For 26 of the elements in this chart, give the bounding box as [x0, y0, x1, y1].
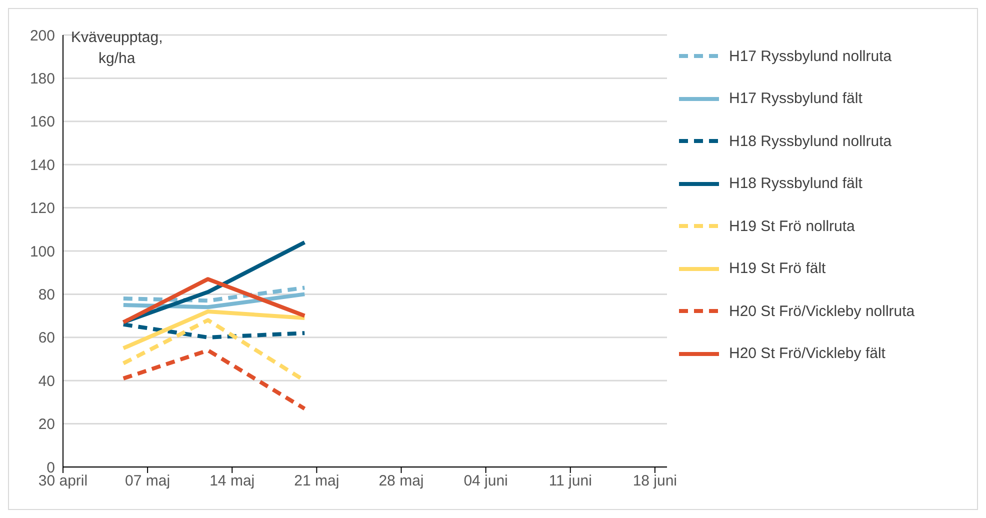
- y-tick-label: 40: [38, 372, 55, 390]
- x-tick-label: 04 juni: [464, 472, 508, 490]
- legend-label: H17 Ryssbylund fält: [729, 90, 862, 108]
- y-tick-label: 80: [38, 286, 55, 304]
- y-tick-label: 200: [30, 27, 55, 44]
- y-tick-label: 20: [38, 416, 55, 434]
- x-tick-label: 28 maj: [378, 472, 424, 490]
- legend-label: H20 St Frö/Vickleby nollruta: [729, 302, 915, 320]
- y-axis-title: Kväveupptag, kg/ha: [71, 28, 163, 69]
- legend-label: H19 St Frö nollruta: [729, 218, 855, 235]
- legend-label: H19 St Frö fält: [729, 260, 826, 278]
- legend-label: H18 Ryssbylund nollruta: [729, 132, 892, 150]
- legend-label: H17 Ryssbylund nollruta: [729, 48, 892, 65]
- y-tick-label: 180: [30, 70, 55, 88]
- legend-label: H20 St Frö/Vickleby fält: [729, 345, 886, 362]
- x-tick-label: 14 maj: [210, 472, 255, 490]
- x-tick-label: 07 maj: [125, 472, 170, 490]
- y-tick-label: 120: [30, 200, 55, 218]
- x-tick-label: 21 maj: [294, 472, 340, 490]
- y-tick-label: 160: [30, 114, 55, 131]
- y-tick-label: 140: [30, 156, 55, 174]
- x-tick-label: 18 juni: [632, 472, 678, 490]
- y-tick-label: 60: [38, 330, 55, 347]
- x-tick-label: 11 juni: [548, 472, 592, 490]
- y-tick-label: 100: [30, 243, 55, 260]
- legend-label: H18 Ryssbylund fält: [729, 175, 862, 192]
